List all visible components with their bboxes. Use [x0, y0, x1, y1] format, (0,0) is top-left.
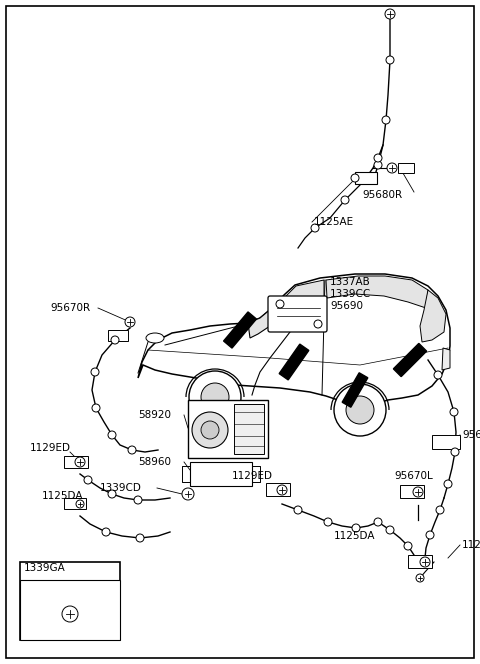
Bar — [20, 580, 120, 640]
Polygon shape — [326, 276, 428, 308]
Bar — [20, 562, 120, 640]
Circle shape — [374, 518, 382, 526]
Text: 58960: 58960 — [138, 457, 171, 467]
Circle shape — [324, 518, 332, 526]
Circle shape — [192, 412, 228, 448]
Circle shape — [189, 371, 241, 423]
Polygon shape — [138, 274, 450, 405]
Circle shape — [386, 526, 394, 534]
Bar — [400, 485, 424, 498]
Ellipse shape — [146, 333, 164, 343]
Circle shape — [434, 371, 442, 379]
Circle shape — [314, 320, 322, 328]
Bar — [266, 483, 290, 496]
Polygon shape — [224, 312, 256, 348]
Bar — [64, 498, 86, 509]
Bar — [408, 555, 432, 568]
Circle shape — [374, 161, 382, 169]
Circle shape — [416, 574, 424, 582]
Circle shape — [91, 368, 99, 376]
Text: 1125DA: 1125DA — [42, 491, 84, 501]
Circle shape — [404, 542, 412, 550]
Text: 95670L: 95670L — [394, 471, 433, 481]
Circle shape — [352, 524, 360, 532]
Circle shape — [76, 500, 84, 508]
Circle shape — [334, 384, 386, 436]
FancyBboxPatch shape — [268, 296, 327, 332]
Bar — [108, 330, 128, 341]
Bar — [188, 400, 268, 458]
Circle shape — [294, 506, 302, 514]
Circle shape — [201, 383, 229, 411]
Polygon shape — [282, 280, 324, 316]
Bar — [234, 404, 264, 454]
Circle shape — [382, 116, 390, 124]
Circle shape — [385, 9, 395, 19]
Circle shape — [102, 528, 110, 536]
Text: 95680R: 95680R — [362, 190, 402, 200]
Text: 1125DA: 1125DA — [334, 531, 375, 541]
Circle shape — [182, 488, 194, 500]
Bar — [64, 456, 88, 468]
Circle shape — [62, 606, 78, 622]
Text: 1339CD: 1339CD — [100, 483, 142, 493]
Circle shape — [136, 534, 144, 542]
Text: 1125AE: 1125AE — [462, 540, 480, 550]
Circle shape — [444, 480, 452, 488]
Circle shape — [108, 490, 116, 498]
Circle shape — [351, 174, 359, 182]
Circle shape — [125, 317, 135, 327]
Circle shape — [387, 163, 397, 173]
Text: 1129ED: 1129ED — [30, 443, 71, 453]
Polygon shape — [442, 348, 450, 370]
Circle shape — [201, 421, 219, 439]
Polygon shape — [342, 373, 368, 407]
Circle shape — [111, 336, 119, 344]
Circle shape — [450, 408, 458, 416]
Circle shape — [426, 531, 434, 539]
Circle shape — [311, 224, 319, 232]
Circle shape — [277, 485, 287, 495]
Circle shape — [436, 506, 444, 514]
Circle shape — [413, 487, 423, 497]
Circle shape — [108, 431, 116, 439]
Text: 1337AB: 1337AB — [330, 277, 371, 287]
Circle shape — [346, 396, 374, 424]
Polygon shape — [248, 300, 280, 338]
Polygon shape — [420, 290, 446, 342]
Text: 1339GA: 1339GA — [24, 563, 66, 573]
Text: 95680L: 95680L — [462, 430, 480, 440]
Text: 58920: 58920 — [138, 410, 171, 420]
Circle shape — [92, 404, 100, 412]
Polygon shape — [394, 343, 427, 376]
Circle shape — [374, 154, 382, 162]
Circle shape — [451, 448, 459, 456]
Text: 1339CC: 1339CC — [330, 289, 371, 299]
Circle shape — [386, 56, 394, 64]
Bar — [190, 462, 252, 486]
Bar — [355, 172, 377, 184]
Text: 95690: 95690 — [330, 301, 363, 311]
Circle shape — [128, 446, 136, 454]
Circle shape — [75, 457, 85, 467]
Text: 1125AE: 1125AE — [314, 217, 354, 227]
Circle shape — [276, 300, 284, 308]
Polygon shape — [279, 344, 309, 380]
Circle shape — [84, 476, 92, 484]
Bar — [432, 435, 460, 449]
Text: 1129ED: 1129ED — [232, 471, 273, 481]
Circle shape — [420, 557, 430, 567]
Text: 95670R: 95670R — [50, 303, 90, 313]
Circle shape — [134, 496, 142, 504]
Circle shape — [341, 196, 349, 204]
Bar — [398, 163, 414, 173]
